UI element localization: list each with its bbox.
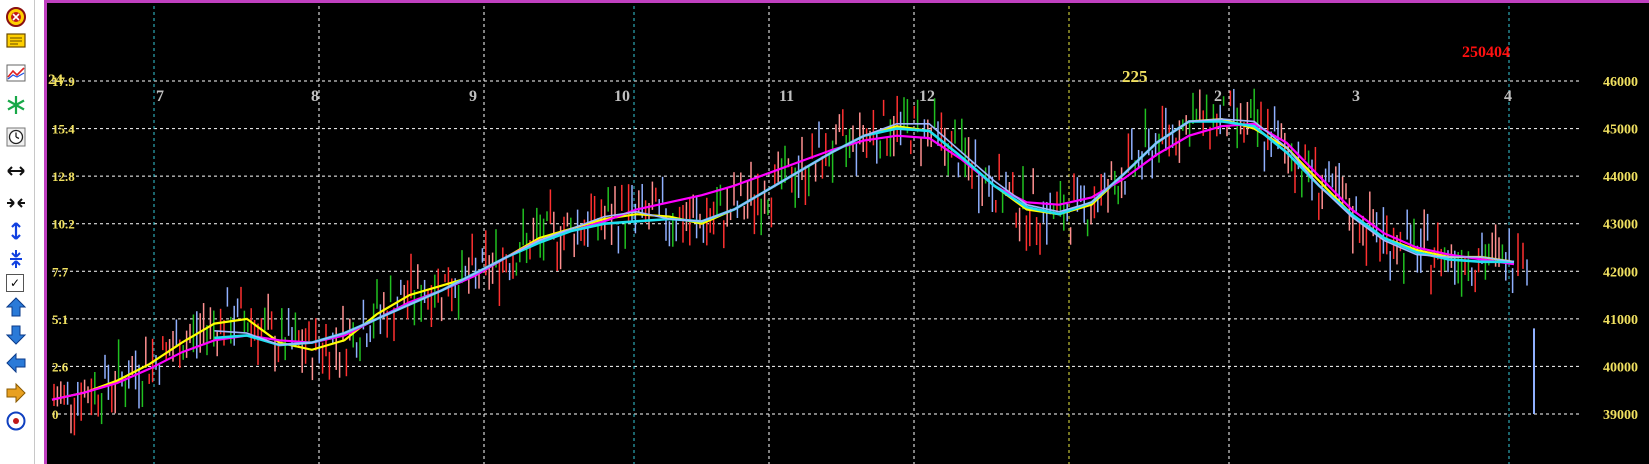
right-axis-tick: 39000 — [1603, 408, 1638, 423]
vertical-compress-icon[interactable] — [3, 246, 29, 272]
month-label: 3 — [1352, 88, 1360, 105]
horizontal-compress-icon[interactable] — [3, 190, 29, 216]
arrow-right-icon[interactable] — [3, 380, 29, 406]
left-axis-tick: 0 — [52, 407, 59, 422]
horizontal-compress-icon-glyph — [7, 198, 25, 208]
month-label: 2 — [1214, 88, 1222, 105]
top-right-label: 250404 — [1462, 44, 1510, 61]
vertical-expand-icon-glyph — [11, 222, 21, 240]
right-axis-tick: 46000 — [1603, 75, 1638, 90]
month-label: 12 — [919, 88, 935, 105]
target-circle-icon-glyph — [6, 7, 26, 27]
left-axis-tick: 10.2 — [52, 217, 75, 232]
horizontal-expand-icon[interactable] — [3, 158, 29, 184]
month-label: 8 — [311, 88, 319, 105]
clock-icon-glyph — [6, 127, 26, 147]
right-axis-tick: 42000 — [1603, 265, 1638, 280]
message-box-icon-glyph — [6, 33, 26, 48]
ma-line-4 — [214, 118, 1515, 346]
left-axis-tick: 17.9 — [52, 74, 75, 89]
month-label: 9 — [469, 88, 477, 105]
stock-chart[interactable]: 39000 0 40000 2.6 41000 5.1 42000 7.7 43000 10.2 4… — [44, 0, 1649, 464]
right-axis-tick: 43000 — [1603, 218, 1638, 233]
chart-background — [44, 0, 1649, 464]
right-axis-tick: 41000 — [1603, 313, 1638, 328]
vertical-compress-icon-glyph — [10, 250, 22, 268]
top-left-label: 24 — [48, 72, 64, 88]
arrow-left-icon-glyph — [6, 352, 26, 374]
horizontal-expand-icon-glyph — [7, 166, 25, 176]
arrow-up-icon[interactable] — [3, 294, 29, 320]
arrow-left-icon[interactable] — [3, 350, 29, 376]
snowflake-icon[interactable] — [3, 92, 29, 118]
line-chart-icon-glyph — [6, 64, 26, 82]
right-axis-tick: 44000 — [1603, 170, 1638, 185]
crosshair-circle-icon-glyph — [6, 411, 26, 431]
arrow-right-icon-glyph — [6, 382, 26, 404]
target-circle-icon[interactable] — [3, 4, 29, 30]
left-axis-tick: 15.4 — [52, 122, 75, 137]
clock-icon[interactable] — [3, 124, 29, 150]
left-axis-tick: 7.7 — [52, 264, 69, 279]
toolbar: ✓ — [0, 0, 35, 464]
month-label: 7 — [156, 88, 164, 105]
month-label: 4 — [1504, 88, 1512, 105]
chart-svg: 39000 0 40000 2.6 41000 5.1 42000 7.7 43000 10.2 4… — [44, 0, 1649, 464]
mid-label: 225 — [1122, 67, 1148, 86]
message-box-icon[interactable] — [3, 28, 29, 54]
checkbox[interactable]: ✓ — [6, 274, 24, 292]
right-axis-tick: 45000 — [1603, 123, 1638, 138]
left-axis-tick: 2.6 — [52, 359, 69, 374]
right-axis-tick: 40000 — [1603, 360, 1638, 375]
arrow-down-icon[interactable] — [3, 322, 29, 348]
left-axis-tick: 5.1 — [52, 312, 68, 327]
vertical-expand-icon[interactable] — [3, 218, 29, 244]
line-chart-icon[interactable] — [3, 60, 29, 86]
month-label: 10 — [614, 88, 630, 105]
left-axis-tick: 12.8 — [52, 169, 75, 184]
crosshair-circle-icon[interactable] — [3, 408, 29, 434]
ma-line-2 — [51, 122, 1515, 401]
snowflake-icon-glyph — [7, 96, 25, 114]
month-label: 11 — [779, 88, 794, 105]
arrow-down-icon-glyph — [5, 325, 27, 345]
arrow-up-icon-glyph — [5, 297, 27, 317]
